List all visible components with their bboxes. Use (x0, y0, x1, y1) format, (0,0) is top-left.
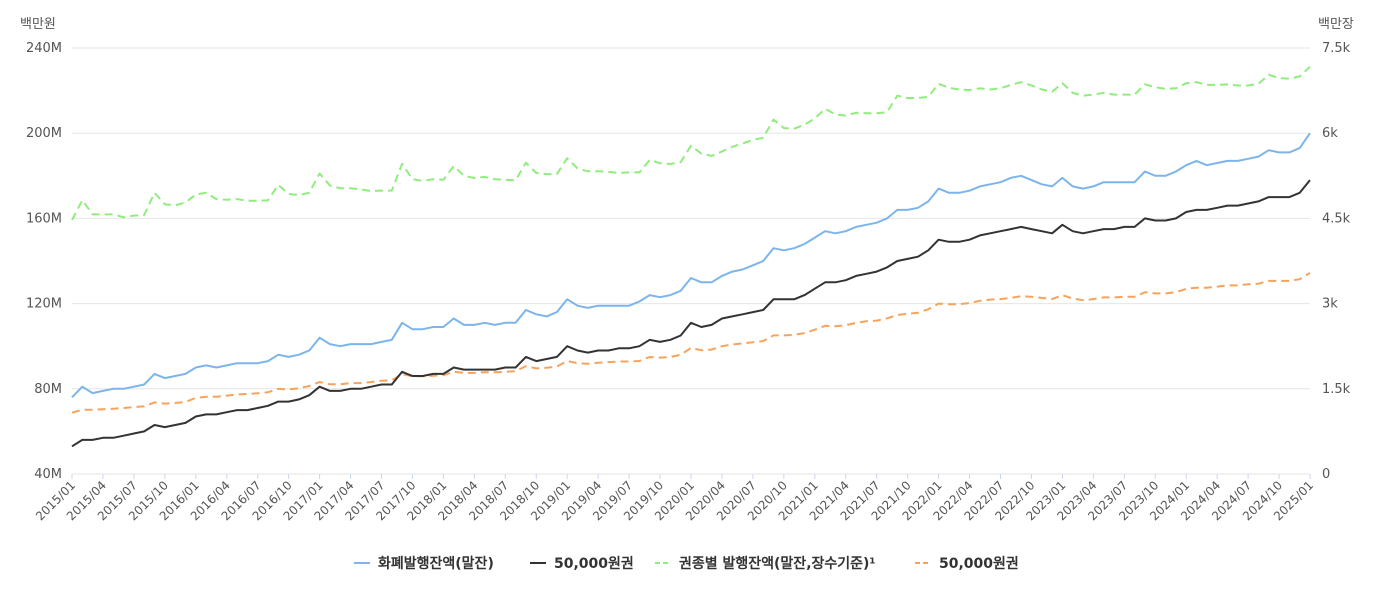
right-tick-label: 4.5k (1322, 211, 1351, 226)
right-axis-ticks: 0 1.5k 3k 4.5k 6k 7.5k (1322, 41, 1351, 482)
series-line-1 (71, 132, 1311, 398)
series-line-3 (71, 65, 1311, 221)
series-line-2 (71, 179, 1311, 448)
x-axis-ticks: 2015/012015/042015/072015/102016/012016/… (33, 474, 1316, 523)
legend: 화폐발행잔액(말잔) 50,000원권 권종별 발행잔액(말잔,장수기준)¹ 50,0… (354, 555, 1019, 572)
series-line-4 (71, 272, 1311, 414)
series-lines (71, 65, 1311, 448)
right-tick-label: 0 (1322, 467, 1330, 482)
legend-item-label[interactable]: 50,000원권 (554, 556, 634, 572)
right-tick-label: 6k (1322, 126, 1338, 141)
left-tick-label: 120M (26, 297, 62, 312)
left-tick-label: 240M (26, 41, 62, 56)
left-tick-label: 40M (34, 467, 62, 482)
legend-item-label[interactable]: 권종별 발행잔액(말잔,장수기준)¹ (679, 555, 876, 572)
left-axis-ticks: 40M 80M 120M 160M 200M 240M (26, 41, 62, 482)
left-axis-unit: 백만원 (20, 17, 56, 32)
left-tick-label: 200M (26, 126, 62, 141)
right-tick-label: 1.5k (1322, 382, 1351, 397)
legend-item-label[interactable]: 화폐발행잔액(말잔) (378, 555, 494, 572)
left-tick-label: 160M (26, 211, 62, 226)
right-tick-label: 3k (1322, 297, 1338, 312)
right-tick-label: 7.5k (1322, 41, 1351, 56)
left-tick-label: 80M (34, 382, 62, 397)
legend-item-label[interactable]: 50,000원권 (939, 556, 1019, 572)
gridlines (72, 47, 1310, 475)
right-axis-unit: 백만장 (1318, 17, 1354, 32)
